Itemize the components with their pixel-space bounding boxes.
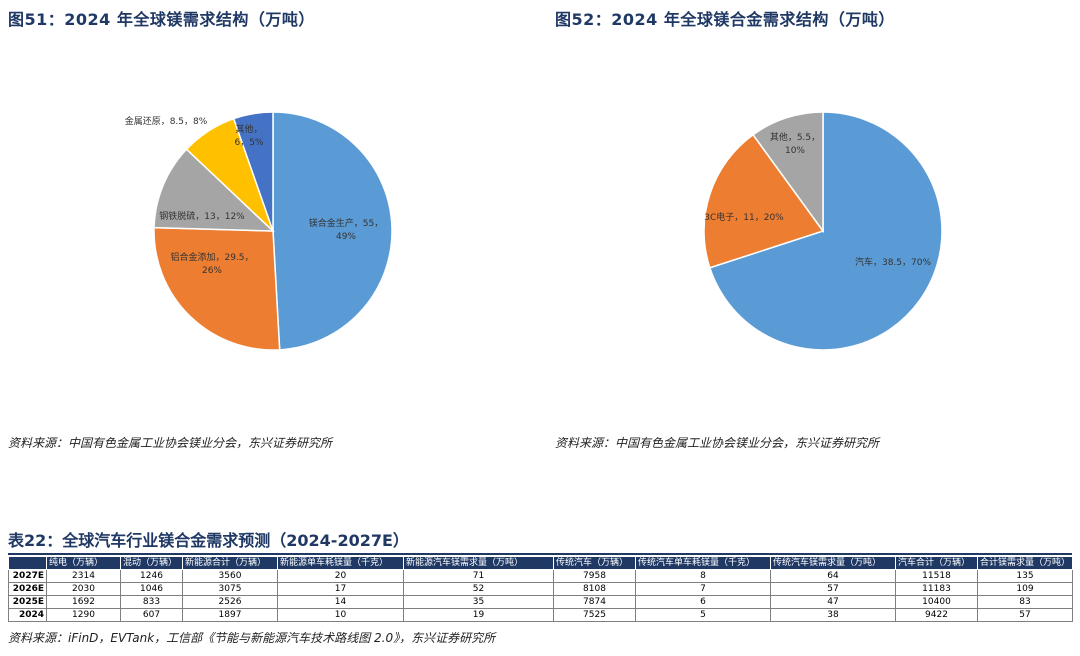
row-year-cell: 2024 xyxy=(8,608,47,622)
pie-slice-1 xyxy=(153,226,281,351)
pie-slice-0 xyxy=(708,111,943,351)
table-cell: 2314 xyxy=(46,569,121,583)
table-cell: 64 xyxy=(770,569,896,583)
table-22-title: 表22：全球汽车行业镁合金需求预测（2024-2027E） xyxy=(8,531,409,550)
table-cell: 10400 xyxy=(895,595,978,609)
table-cell: 8108 xyxy=(553,582,636,596)
row-year-cell: 2025E xyxy=(8,595,47,609)
table-cell: 20 xyxy=(277,569,404,583)
table-row: 2025E 1692 833 2526 14 35 7874 6 47 10400 83 xyxy=(8,595,1073,609)
table-cell: 52 xyxy=(403,582,554,596)
table-cell: 7958 xyxy=(553,569,636,583)
slice-label-4: 其他， 6，5% xyxy=(234,123,263,148)
table-cell: 9422 xyxy=(895,608,978,622)
table-row: 2026E 2030 1046 3075 17 52 8108 7 57 11183 109 xyxy=(8,582,1073,596)
slice-label-0: 汽车，38.5，70% xyxy=(855,256,931,268)
column-header-7: 传统汽车单车耗镁量（千克） xyxy=(635,556,771,570)
table-cell: 6 xyxy=(635,595,771,609)
magnesium-demand-pie-chart: 镁合金生产，55， 49% 铝合金添加，29.5， 26% 钢铁脱硫，13，12% 金属还… xyxy=(125,111,393,351)
slice-label-2: 钢铁脱硫，13，12% xyxy=(159,210,245,222)
table-cell: 71 xyxy=(403,569,554,583)
column-header-1: 纯电（万辆） xyxy=(46,556,121,570)
column-header-10: 合计镁需求量（万吨） xyxy=(977,556,1073,570)
table-cell: 57 xyxy=(977,608,1073,622)
table-cell: 5 xyxy=(635,608,771,622)
table-cell: 135 xyxy=(977,569,1073,583)
table-cell: 11183 xyxy=(895,582,978,596)
table-cell: 2526 xyxy=(182,595,278,609)
slice-label-2: 其他，5.5， 10% xyxy=(770,131,820,156)
pie-slice-4 xyxy=(232,111,274,232)
column-header-8: 传统汽车镁需求量（万吨） xyxy=(770,556,896,570)
table-cell: 10 xyxy=(277,608,404,622)
table-cell: 17 xyxy=(277,582,404,596)
figure-51-source-note: 资料来源：中国有色金属工业协会镁业分会，东兴证券研究所 xyxy=(8,436,333,450)
table-cell: 11518 xyxy=(895,569,978,583)
figure-52-title: 图52：2024 年全球镁合金需求结构（万吨） xyxy=(555,10,895,29)
slice-label-1: 3C电子，11，20% xyxy=(704,211,784,223)
table-body: 2027E 2314 1246 3560 20 71 7958 8 64 11518 135 2026… xyxy=(8,569,1073,622)
table-cell: 7874 xyxy=(553,595,636,609)
table-cell: 47 xyxy=(770,595,896,609)
table-cell: 38 xyxy=(770,608,896,622)
slice-label-0: 镁合金生产，55， 49% xyxy=(309,217,383,242)
table-cell: 7525 xyxy=(553,608,636,622)
column-header-5: 新能源汽车镁需求量（万吨） xyxy=(403,556,554,570)
table-cell: 14 xyxy=(277,595,404,609)
table-cell: 8 xyxy=(635,569,771,583)
table-cell: 1692 xyxy=(46,595,121,609)
row-year-cell: 2026E xyxy=(8,582,47,596)
pie-slice-0 xyxy=(272,111,393,351)
table-row: 2024 1290 607 1897 10 19 7525 5 38 9422 57 xyxy=(8,608,1073,622)
column-header-9: 汽车合计（万辆） xyxy=(895,556,978,570)
table-cell: 833 xyxy=(120,595,183,609)
table-cell: 57 xyxy=(770,582,896,596)
row-year-cell: 2027E xyxy=(8,569,47,583)
table-header-row: 纯电（万辆） 混动（万辆） 新能源合计（万辆） 新能源单车耗镁量（千克） 新能源汽车镁需… xyxy=(8,556,1073,570)
figure-51-title: 图51：2024 年全球镁需求结构（万吨） xyxy=(8,10,315,29)
figure-52-source-note: 资料来源：中国有色金属工业协会镁业分会，东兴证券研究所 xyxy=(555,436,880,450)
column-header-2: 混动（万辆） xyxy=(120,556,183,570)
table-title-rule xyxy=(8,553,1072,555)
table-cell: 1290 xyxy=(46,608,121,622)
table-row: 2027E 2314 1246 3560 20 71 7958 8 64 11518 135 xyxy=(8,569,1073,583)
pie-slice-2 xyxy=(153,148,275,232)
table-cell: 2030 xyxy=(46,582,121,596)
table-cell: 1246 xyxy=(120,569,183,583)
column-header-4: 新能源单车耗镁量（千克） xyxy=(277,556,404,570)
table-cell: 19 xyxy=(403,608,554,622)
pie-slice-2 xyxy=(752,111,824,234)
table-22-source-note: 资料来源：iFinD，EVTank，工信部《节能与新能源汽车技术路线图 2.0》… xyxy=(8,631,496,645)
pie-slice-1 xyxy=(703,133,825,269)
table-cell: 109 xyxy=(977,582,1073,596)
table-cell: 3075 xyxy=(182,582,278,596)
slice-label-3: 金属还原，8.5，8% xyxy=(125,115,208,127)
column-header-0 xyxy=(8,556,47,570)
table-cell: 607 xyxy=(120,608,183,622)
table-cell: 1897 xyxy=(182,608,278,622)
slice-label-1: 铝合金添加，29.5， 26% xyxy=(170,251,253,276)
column-header-6: 传统汽车（万辆） xyxy=(553,556,636,570)
table-cell: 3560 xyxy=(182,569,278,583)
table-cell: 35 xyxy=(403,595,554,609)
column-header-3: 新能源合计（万辆） xyxy=(182,556,278,570)
table-cell: 83 xyxy=(977,595,1073,609)
magnesium-alloy-demand-pie-chart: 汽车，38.5，70% 3C电子，11，20% 其他，5.5， 10% xyxy=(703,111,943,351)
auto-magnesium-demand-forecast-table: 纯电（万辆） 混动（万辆） 新能源合计（万辆） 新能源单车耗镁量（千克） 新能源汽车镁需… xyxy=(8,556,1073,622)
table-cell: 7 xyxy=(635,582,771,596)
table-cell: 1046 xyxy=(120,582,183,596)
